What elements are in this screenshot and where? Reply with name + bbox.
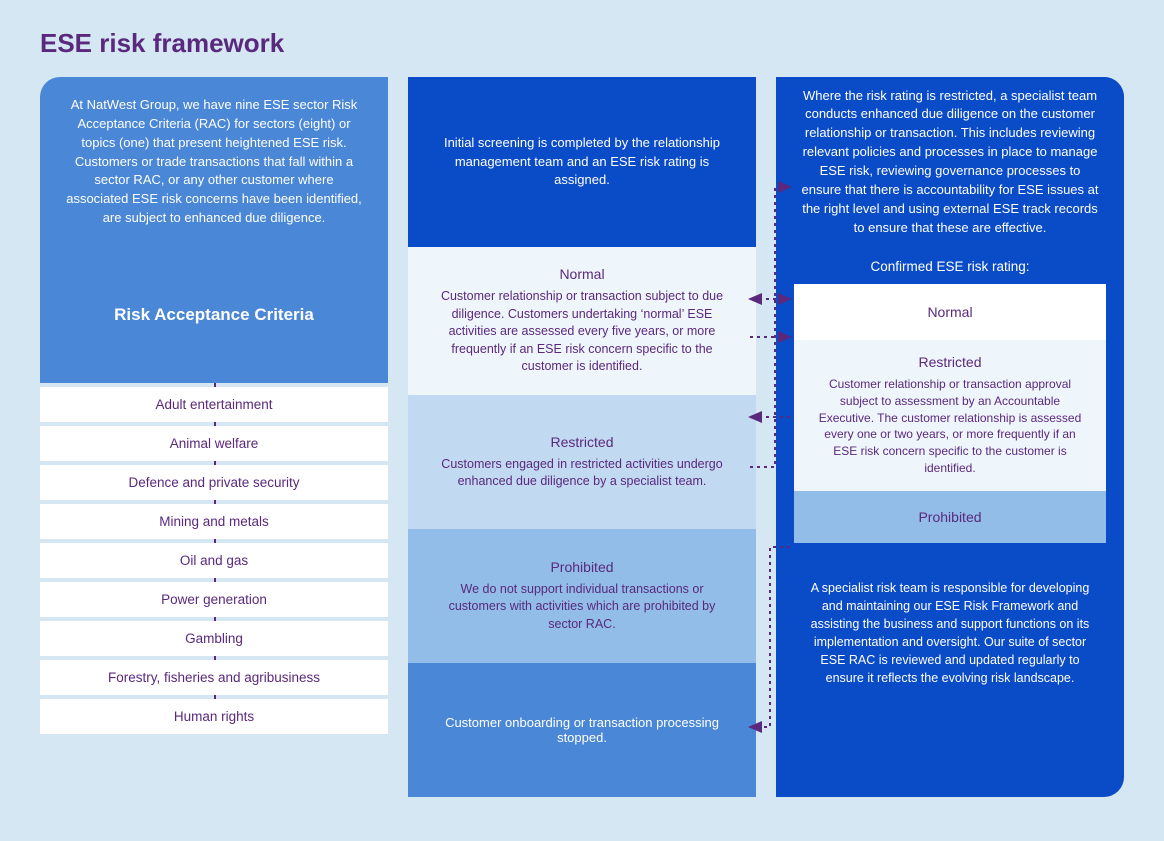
page-title: ESE risk framework — [40, 28, 1124, 59]
col3-footer: A specialist risk team is responsible fo… — [776, 543, 1124, 714]
rac-list: Adult entertainment Animal welfare Defen… — [40, 383, 388, 734]
level-stopped: Customer onboarding or transaction proce… — [408, 663, 756, 797]
col-rac: At NatWest Group, we have nine ESE secto… — [40, 77, 388, 797]
columns-container: At NatWest Group, we have nine ESE secto… — [40, 77, 1124, 797]
level-prohibited: Prohibited We do not support individual … — [408, 529, 756, 663]
rac-item: Oil and gas — [40, 543, 388, 578]
level-stopped-text: Customer onboarding or transaction proce… — [438, 715, 726, 745]
confirmed-normal: Normal — [794, 284, 1106, 340]
col1-intro-text: At NatWest Group, we have nine ESE secto… — [62, 96, 366, 228]
col2-intro-text: Initial screening is completed by the re… — [430, 134, 734, 191]
level-restricted: Restricted Customers engaged in restrict… — [408, 395, 756, 529]
rac-header: Risk Acceptance Criteria — [40, 247, 388, 383]
col3-intro: Where the risk rating is restricted, a s… — [776, 77, 1124, 247]
col-edd: Where the risk rating is restricted, a s… — [776, 77, 1124, 797]
col3-intro-text: Where the risk rating is restricted, a s… — [798, 87, 1102, 238]
col2-intro: Initial screening is completed by the re… — [408, 77, 756, 247]
level-prohibited-title: Prohibited — [436, 559, 728, 575]
level-normal-desc: Customer relationship or transaction sub… — [436, 288, 728, 376]
rac-item: Adult entertainment — [40, 387, 388, 422]
confirmed-restricted-title: Restricted — [812, 354, 1088, 370]
confirmed-restricted: Restricted Customer relationship or tran… — [794, 340, 1106, 491]
confirmed-restricted-desc: Customer relationship or transaction app… — [812, 376, 1088, 477]
rac-item: Power generation — [40, 582, 388, 617]
level-restricted-desc: Customers engaged in restricted activiti… — [436, 456, 728, 491]
rac-item: Human rights — [40, 699, 388, 734]
confirmed-prohibited: Prohibited — [794, 491, 1106, 543]
col1-intro: At NatWest Group, we have nine ESE secto… — [40, 77, 388, 247]
rac-item: Gambling — [40, 621, 388, 656]
level-normal: Normal Customer relationship or transact… — [408, 247, 756, 395]
rac-item: Mining and metals — [40, 504, 388, 539]
rac-item: Forestry, fisheries and agribusiness — [40, 660, 388, 695]
confirmed-header: Confirmed ESE risk rating: — [776, 247, 1124, 284]
rac-item: Animal welfare — [40, 426, 388, 461]
col-screening: Initial screening is completed by the re… — [408, 77, 756, 797]
level-prohibited-desc: We do not support individual transaction… — [436, 581, 728, 634]
level-normal-title: Normal — [436, 266, 728, 282]
rac-item: Defence and private security — [40, 465, 388, 500]
level-restricted-title: Restricted — [436, 434, 728, 450]
